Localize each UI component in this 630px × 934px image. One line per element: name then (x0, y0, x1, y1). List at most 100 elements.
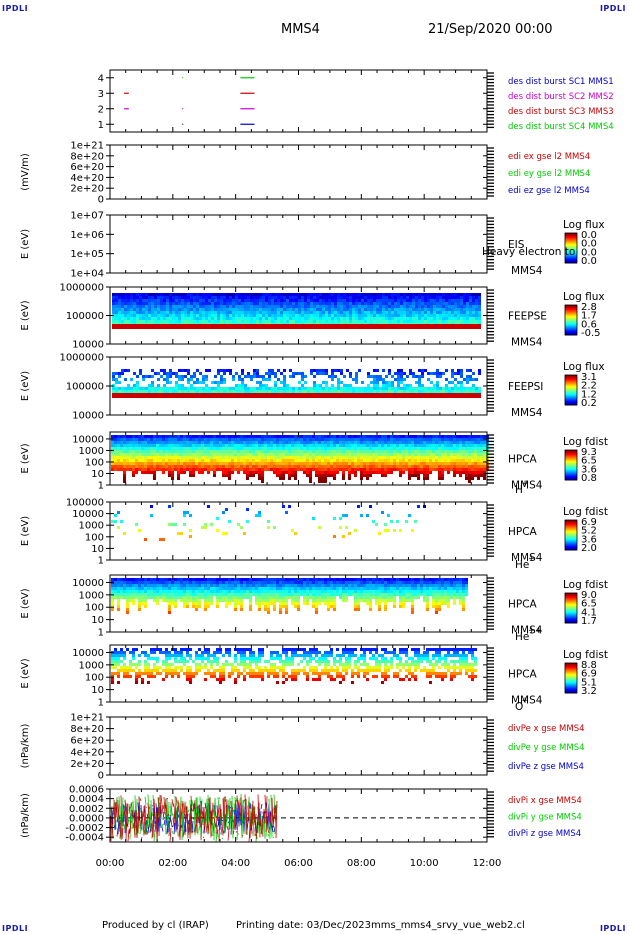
heatmap-cell (196, 378, 199, 381)
heatmap-cell (289, 311, 292, 314)
heatmap-cell (270, 468, 273, 471)
heatmap-cell (411, 441, 414, 444)
heatmap-cell (208, 324, 211, 329)
heatmap-cell (184, 320, 187, 323)
heatmap-cell (433, 296, 436, 299)
heatmap-cell (169, 308, 172, 311)
heatmap-cell (235, 317, 238, 320)
heatmap-cell (420, 441, 423, 444)
heatmap-cell (459, 468, 462, 471)
heatmap-cell (246, 468, 249, 471)
heatmap-cell (165, 453, 168, 456)
heatmap-cell (253, 305, 256, 308)
heatmap-cell (424, 387, 427, 390)
heatmap-cell (465, 471, 468, 474)
heatmap-cell (168, 505, 171, 508)
heatmap-cell (382, 324, 385, 329)
heatmap-cell (316, 296, 319, 299)
heatmap-cell (325, 393, 328, 398)
heatmap-cell (132, 435, 135, 438)
heatmap-cell (288, 471, 291, 474)
colorbar-segment (565, 379, 577, 381)
heatmap-cell (405, 441, 408, 444)
heatmap-cell (387, 459, 390, 462)
heatmap-cell (483, 438, 486, 441)
heatmap-cell (373, 311, 376, 314)
heatmap-cell (150, 587, 153, 590)
heatmap-cell (325, 390, 328, 393)
heatmap-cell (300, 453, 303, 456)
heatmap-cell (196, 308, 199, 311)
heatmap-cell (273, 465, 276, 468)
heatmap-cell (376, 293, 379, 296)
heatmap-cell (405, 447, 408, 450)
heatmap-cell (405, 450, 408, 453)
heatmap-cell (399, 450, 402, 453)
heatmap-cell (268, 375, 271, 378)
heatmap-cell (243, 438, 246, 441)
heatmap-cell (379, 317, 382, 320)
heatmap-cell (303, 456, 306, 459)
heatmap-cell (172, 302, 175, 305)
colorbar-segment (565, 611, 577, 613)
colorbar-segment (565, 391, 577, 393)
heatmap-cell (217, 314, 220, 317)
heatmap-cell (270, 450, 273, 453)
heatmap-cell (234, 468, 237, 471)
heatmap-cell (132, 444, 135, 447)
heatmap-cell (400, 324, 403, 329)
heatmap-cell (475, 324, 478, 329)
heatmap-cell (210, 438, 213, 441)
heatmap-cell (220, 311, 223, 314)
heatmap-cell (445, 378, 448, 381)
heatmap-cell (402, 435, 405, 438)
heatmap-cell (141, 462, 144, 465)
heatmap-cell (330, 450, 333, 453)
heatmap-cell (210, 450, 213, 453)
heatmap-cell (363, 441, 366, 444)
heatmap-cell (376, 324, 379, 329)
heatmap-cell (337, 378, 340, 381)
heatmap-cell (334, 317, 337, 320)
heatmap-cell (255, 444, 258, 447)
heatmap-cell (126, 587, 129, 590)
heatmap-cell (259, 293, 262, 296)
heatmap-cell (348, 468, 351, 471)
spacecraft-label: MMS4 (511, 480, 543, 492)
heatmap-cell (156, 441, 159, 444)
instrument-label: HPCA (508, 599, 538, 611)
heatmap-cell (162, 581, 165, 584)
heatmap-cell (190, 305, 193, 308)
heatmap-cell (280, 296, 283, 299)
heatmap-cell (436, 320, 439, 323)
heatmap-cell (262, 314, 265, 317)
heatmap-cell (123, 477, 126, 480)
heatmap-cell (141, 584, 144, 587)
heatmap-cell (129, 453, 132, 456)
heatmap-cell (277, 293, 280, 296)
heatmap-cell (429, 471, 432, 474)
heatmap-cell (354, 441, 357, 444)
heatmap-cell (322, 308, 325, 311)
heatmap-cell (145, 296, 148, 299)
heatmap-cell (390, 444, 393, 447)
heatmap-cell (171, 450, 174, 453)
heatmap-cell (300, 450, 303, 453)
heatmap-cell (442, 320, 445, 323)
heatmap-cell (277, 369, 280, 372)
colorbar-segment (565, 385, 577, 387)
colorbar-segment (565, 247, 577, 249)
heatmap-cell (186, 441, 189, 444)
colorbar-segment (565, 308, 577, 310)
heatmap-cell (358, 393, 361, 398)
heatmap-cell (355, 320, 358, 323)
heatmap-cell (133, 384, 136, 387)
heatmap-cell (316, 387, 319, 390)
heatmap-cell (369, 459, 372, 462)
heatmap-cell (376, 381, 379, 384)
colorbar-segment (565, 618, 577, 620)
heatmap-cell (270, 462, 273, 465)
heatmap-cell (340, 308, 343, 311)
heatmap-cell (253, 308, 256, 311)
colorbar-segment (565, 399, 577, 401)
